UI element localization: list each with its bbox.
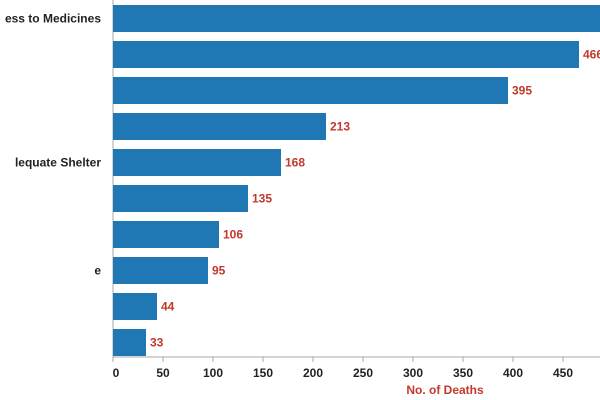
category-label: lequate Shelter bbox=[15, 156, 101, 170]
value-labels: 466 395 213 168 135 106 95 44 33 bbox=[150, 48, 600, 350]
bar bbox=[113, 5, 600, 32]
value-label: 44 bbox=[161, 300, 175, 314]
bar bbox=[113, 77, 508, 104]
value-label: 33 bbox=[150, 336, 164, 350]
value-label: 106 bbox=[223, 228, 243, 242]
bar bbox=[113, 293, 157, 320]
category-label: e bbox=[94, 264, 101, 278]
bar bbox=[113, 257, 208, 284]
x-axis-title: No. of Deaths bbox=[406, 383, 484, 397]
x-tick-label: 300 bbox=[403, 366, 423, 380]
bar bbox=[113, 149, 281, 176]
x-tick-label: 150 bbox=[253, 366, 273, 380]
value-label: 466 bbox=[583, 48, 600, 62]
x-axis-ticks: 0 50 100 150 200 250 300 350 400 450 bbox=[112, 357, 573, 380]
x-tick-label: 450 bbox=[553, 366, 573, 380]
category-labels: ess to Medicines lequate Shelter e bbox=[5, 12, 101, 278]
bar bbox=[113, 329, 146, 356]
value-label: 213 bbox=[330, 120, 350, 134]
value-label: 135 bbox=[252, 192, 272, 206]
bar bbox=[113, 113, 326, 140]
bar bbox=[113, 41, 579, 68]
value-label: 95 bbox=[212, 264, 226, 278]
x-tick-label: 0 bbox=[113, 366, 120, 380]
category-label: ess to Medicines bbox=[5, 12, 101, 26]
bar bbox=[113, 185, 248, 212]
bar bbox=[113, 221, 219, 248]
value-label: 168 bbox=[285, 156, 305, 170]
x-tick-label: 400 bbox=[503, 366, 523, 380]
bars bbox=[113, 5, 600, 356]
x-tick-label: 50 bbox=[156, 366, 170, 380]
x-tick-label: 250 bbox=[353, 366, 373, 380]
x-tick-label: 200 bbox=[303, 366, 323, 380]
value-label: 395 bbox=[512, 84, 532, 98]
x-tick-label: 100 bbox=[203, 366, 223, 380]
x-tick-label: 350 bbox=[453, 366, 473, 380]
